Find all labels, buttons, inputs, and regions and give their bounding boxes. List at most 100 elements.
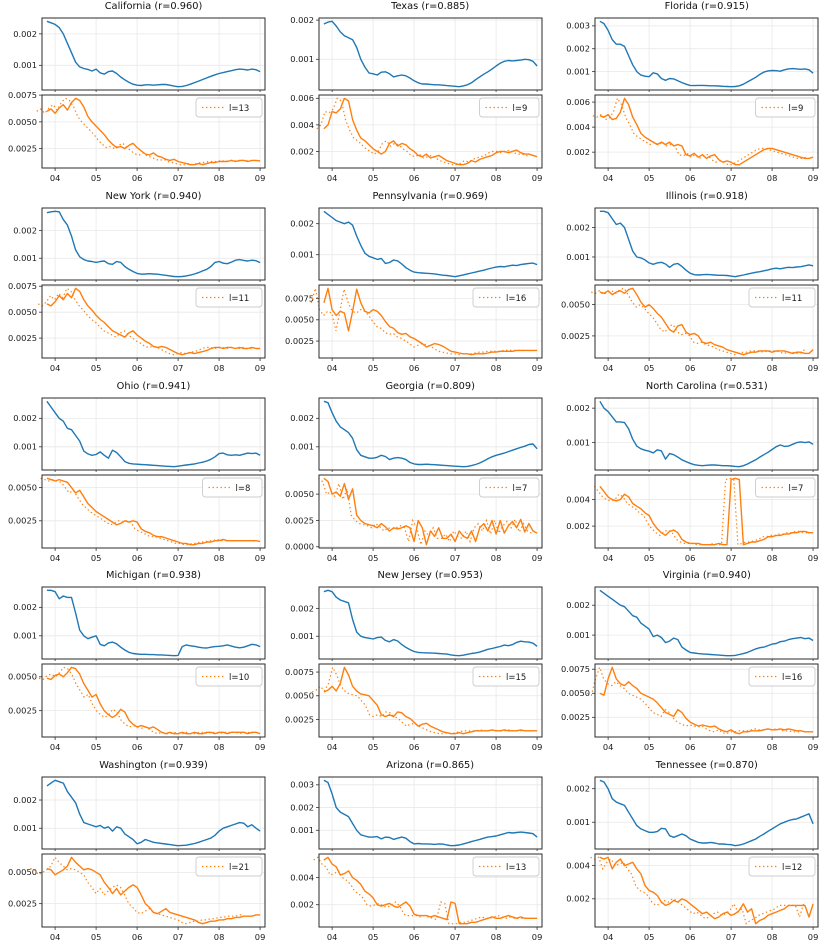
y-tick-label: 0.0025: [285, 715, 314, 725]
y-tick-label: 0.003: [567, 21, 591, 31]
x-tick-label: 04: [327, 553, 338, 563]
y-tick-label: 0.001: [13, 823, 37, 833]
panel-title: North Carolina (r=0.531): [645, 380, 768, 392]
bottom-axes-frame: [318, 474, 543, 549]
y-tick-label: 0.002: [13, 603, 37, 613]
x-tick-label: 09: [531, 173, 542, 183]
axes-ticks: 0.001 0.002: [13, 29, 261, 92]
top-axes-frame: [594, 17, 819, 91]
top-axes-frame: [318, 17, 543, 91]
top-subplot: 0.001 0.002: [13, 586, 266, 662]
panel-title: New York (r=0.940): [105, 190, 202, 202]
panel-california: California (r=0.960) 0.001 0.002 04 05 06 07 08…: [0, 0, 277, 190]
y-tick-label: 0.0050: [8, 672, 37, 682]
y-tick-label: 0.0025: [561, 331, 590, 341]
legend: l=12: [748, 856, 816, 877]
top-subplot: 0.001 0.002 0.003: [290, 776, 543, 852]
top-axes-frame: [41, 397, 266, 471]
axes-grid: [595, 207, 819, 280]
x-tick-label: 08: [767, 363, 778, 373]
axes-grid: [595, 664, 819, 738]
legend-box: [748, 287, 816, 308]
bottom-subplot: 04 05 06 07 08 09 0.002 0.004 l=12: [567, 853, 819, 942]
bottom-axes-frame: [594, 94, 819, 169]
y-tick-label: 0.0075: [561, 665, 590, 675]
bottom-axes-frame: [41, 94, 266, 169]
axes-ticks: 04 05 06 07 08 09 0.0025 0.0050 0.0075: [8, 282, 265, 373]
bottom-lagged-series-line: [40, 477, 254, 545]
bottom-series-line: [46, 97, 261, 166]
bottom-series-line: [599, 477, 814, 545]
top-axes-frame: [594, 207, 819, 281]
legend-label: l=11: [229, 294, 249, 304]
y-tick-label: 0.0050: [8, 307, 37, 317]
axes-ticks: 04 05 06 07 08 09 0.0000 0.0025 0.0050: [285, 489, 542, 563]
axes-ticks: 04 05 06 07 08 09 0.0025 0.0050: [561, 299, 818, 373]
x-tick-label: 04: [50, 553, 61, 563]
top-subplot: 0.001 0.002: [13, 397, 266, 472]
axes-ticks: 04 05 06 07 08 09 0.002 0.004: [290, 873, 542, 942]
bottom-subplot: 04 05 06 07 08 09 0.0025 0.0050 0.0075 l=11: [8, 282, 266, 373]
y-tick-label: 0.0050: [285, 691, 314, 701]
axes-ticks: 04 05 06 07 08 09 0.0025 0.0050: [8, 867, 265, 942]
axes-grid: [41, 284, 265, 358]
x-tick-label: 06: [409, 553, 420, 563]
axes-ticks: 04 05 06 07 08 09 0.002 0.004 0.006: [567, 97, 819, 183]
x-tick-label: 04: [50, 173, 61, 183]
panel-georgia: Georgia (r=0.809) 0.001 0.002 04 05 06 07 08 09 0…: [277, 380, 554, 570]
panel-north-carolina: North Carolina (r=0.531) 0.001 0.002 04 05 06…: [553, 380, 830, 570]
x-tick-label: 07: [450, 742, 461, 752]
axes-grid: [41, 207, 265, 280]
x-tick-label: 09: [808, 553, 819, 563]
top-series-line: [323, 20, 538, 88]
axes-ticks: 0.001 0.002: [567, 784, 814, 852]
top-axes-frame: [594, 586, 819, 660]
x-tick-label: 09: [255, 742, 266, 752]
x-tick-label: 09: [255, 553, 266, 563]
x-tick-label: 06: [132, 363, 143, 373]
axes-grid: [41, 777, 265, 850]
axes-ticks: 0.001 0.002: [567, 403, 814, 472]
x-tick-label: 08: [767, 553, 778, 563]
x-tick-label: 09: [255, 363, 266, 373]
bottom-subplot: 04 05 06 07 08 09 0.002 0.004 0.006 l=9: [567, 94, 819, 183]
x-tick-label: 05: [91, 742, 102, 752]
panel-title: Illinois (r=0.918): [665, 190, 748, 202]
top-series-line: [599, 779, 815, 847]
x-tick-label: 05: [644, 742, 655, 752]
y-tick-label: 0.002: [567, 784, 591, 794]
x-tick-label: 05: [644, 932, 655, 942]
bottom-axes-frame: [318, 853, 543, 928]
y-tick-label: 0.006: [567, 97, 591, 107]
axes-grid: [41, 397, 265, 470]
x-tick-label: 06: [409, 932, 420, 942]
y-tick-label: 0.002: [290, 803, 314, 813]
bottom-axes-frame: [594, 853, 819, 928]
y-tick-label: 0.002: [13, 795, 37, 805]
bottom-lagged-series-line: [37, 287, 252, 356]
panel-virginia: Virginia (r=0.940) 0.001 0.002 04 05 06 07 08 09…: [553, 569, 830, 759]
x-tick-label: 09: [808, 742, 819, 752]
bottom-subplot: 04 05 06 07 08 09 0.0025 0.0050 0.0075 l=15: [285, 663, 543, 752]
axes-ticks: 0.001 0.002 0.003: [290, 780, 538, 852]
legend-box: [472, 856, 540, 877]
y-tick-label: 0.0000: [285, 541, 314, 551]
x-tick-label: 07: [726, 932, 737, 942]
x-tick-label: 07: [726, 363, 737, 373]
y-tick-label: 0.002: [567, 894, 591, 904]
axes-grid: [318, 587, 542, 660]
bottom-subplot: 04 05 06 07 08 09 0.0025 0.0050 0.0075 l=16: [561, 663, 819, 752]
x-tick-label: 07: [173, 363, 184, 373]
bottom-series-line: [599, 666, 814, 735]
top-subplot: 0.001 0.002: [290, 586, 543, 662]
legend-box: [472, 666, 540, 687]
top-axes-frame: [594, 397, 819, 471]
legend-box: [478, 477, 540, 498]
x-tick-label: 08: [490, 363, 501, 373]
bottom-series-line: [599, 856, 815, 925]
top-axes-frame: [594, 776, 819, 850]
axes-grid: [595, 397, 819, 470]
bottom-series-line: [46, 856, 261, 925]
x-tick-label: 04: [50, 742, 61, 752]
legend: l=7: [478, 477, 540, 498]
